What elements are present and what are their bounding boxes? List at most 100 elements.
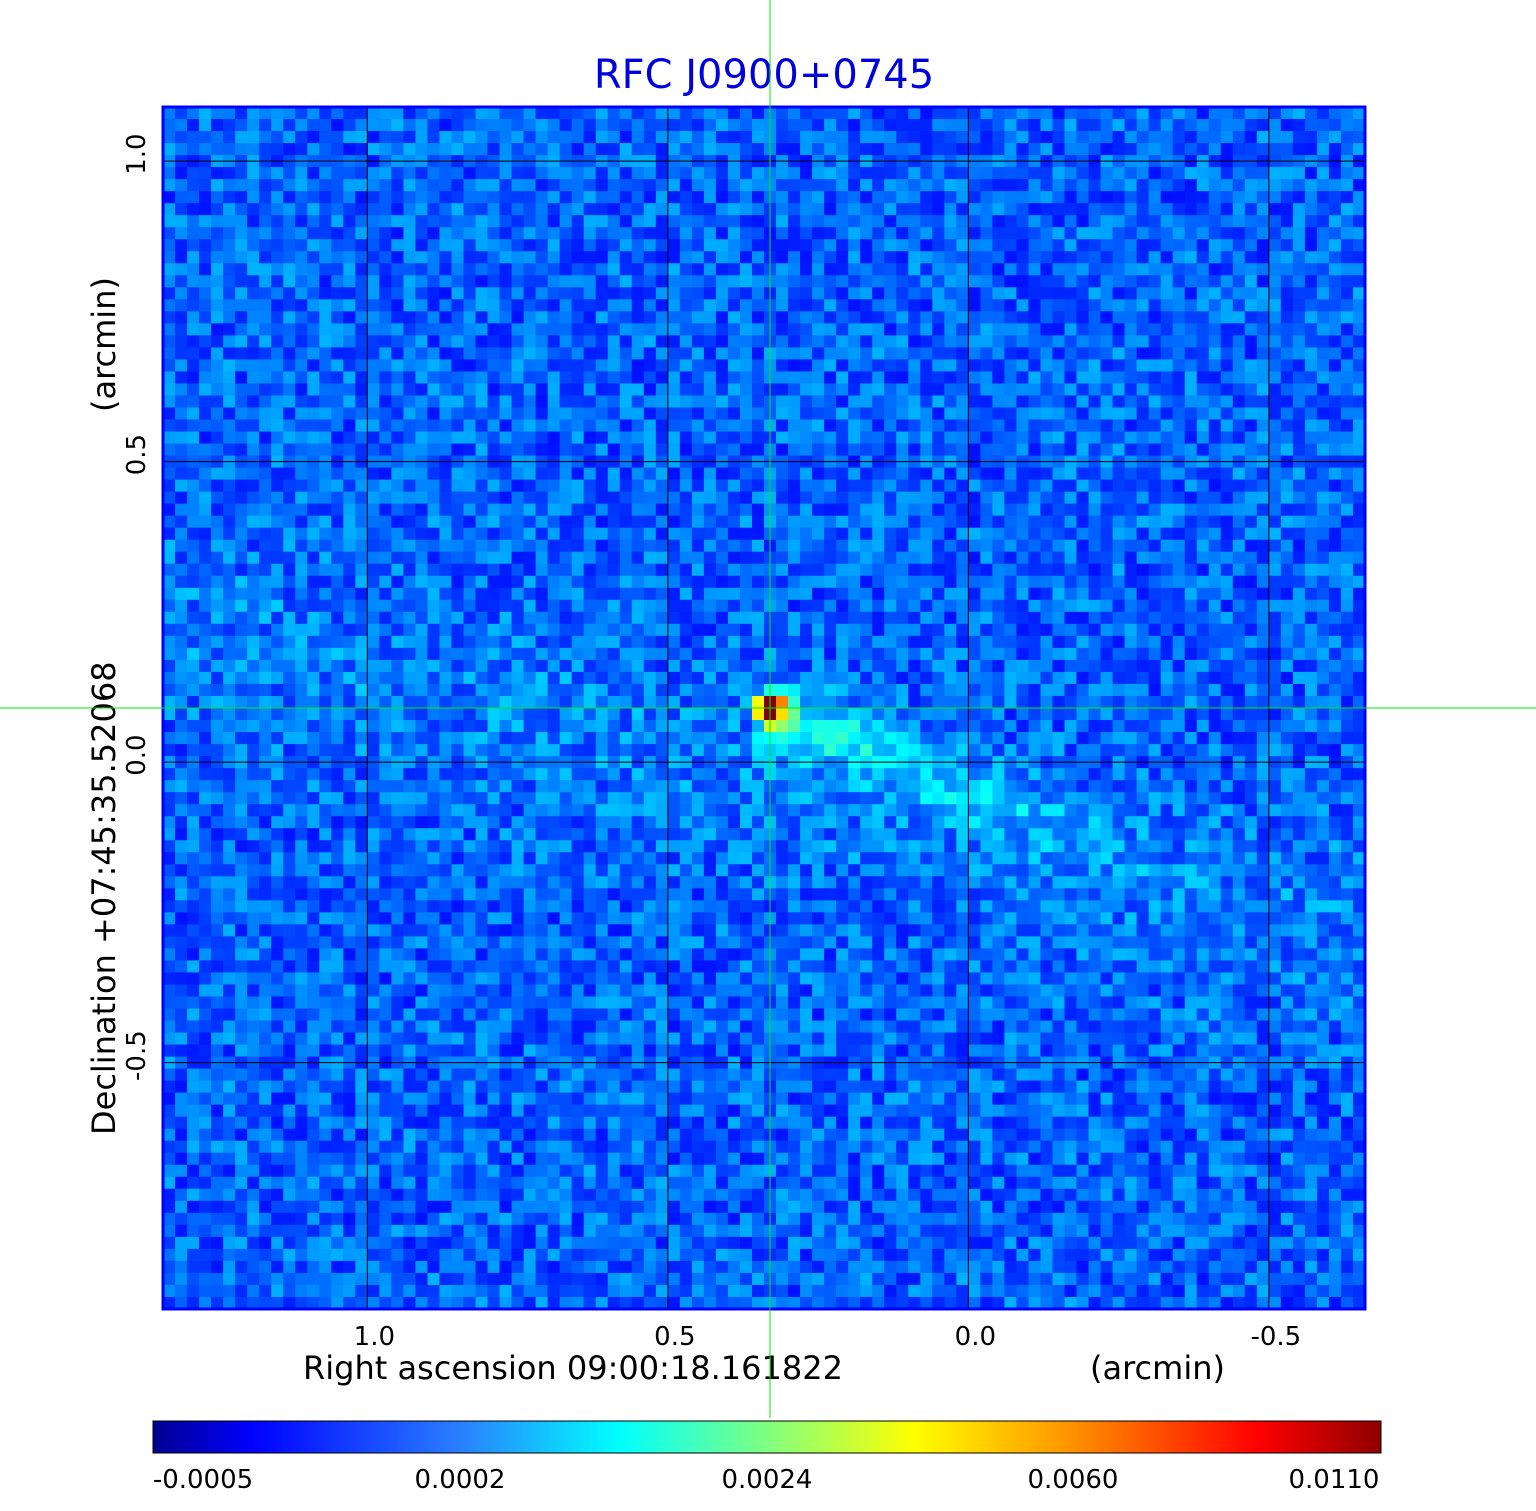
map-pixel: [1304, 263, 1318, 276]
map-pixel: [1280, 167, 1294, 180]
map-pixel: [1244, 671, 1258, 685]
map-pixel: [896, 215, 909, 228]
map-pixel: [860, 671, 873, 685]
map-pixel: [691, 503, 705, 517]
map-pixel: [1100, 251, 1114, 264]
map-pixel: [920, 191, 933, 204]
map-pixel: [776, 539, 789, 553]
map-pixel: [715, 179, 729, 192]
map-pixel: [1136, 611, 1150, 625]
map-pixel: [908, 167, 921, 180]
map-pixel: [1268, 587, 1282, 601]
map-pixel: [235, 311, 248, 324]
map-pixel: [559, 539, 573, 553]
map-pixel: [992, 119, 1005, 132]
map-pixel: [619, 479, 633, 493]
map-pixel: [1352, 503, 1365, 517]
map-pixel: [788, 659, 801, 673]
map-pixel: [1160, 311, 1174, 324]
map-pixel: [1052, 527, 1066, 541]
map-pixel: [655, 227, 669, 240]
map-pixel: [1328, 383, 1342, 397]
map-pixel: [1172, 671, 1186, 685]
map-pixel: [727, 167, 741, 180]
map-pixel: [259, 167, 272, 180]
map-pixel: [379, 167, 392, 180]
map-pixel: [812, 467, 825, 481]
map-pixel: [679, 215, 693, 228]
map-pixel: [703, 335, 717, 348]
map-pixel: [1352, 107, 1365, 120]
map-pixel: [643, 443, 657, 457]
map-pixel: [715, 515, 729, 529]
map-pixel: [980, 611, 993, 625]
map-pixel: [860, 371, 873, 385]
map-pixel: [908, 515, 921, 529]
map-pixel: [655, 299, 669, 312]
map-pixel: [367, 275, 380, 288]
map-pixel: [1280, 671, 1294, 685]
map-pixel: [391, 491, 404, 505]
map-pixel: [439, 479, 453, 493]
map-pixel: [439, 395, 453, 409]
map-pixel: [247, 623, 260, 637]
map-pixel: [788, 623, 801, 637]
map-pixel: [956, 299, 969, 312]
map-pixel: [331, 695, 344, 709]
map-pixel: [860, 467, 873, 481]
map-pixel: [1220, 203, 1234, 216]
map-pixel: [1052, 107, 1066, 120]
map-pixel: [1184, 299, 1198, 312]
map-pixel: [1232, 263, 1246, 276]
map-pixel: [247, 587, 260, 601]
map-pixel: [1040, 539, 1054, 553]
map-pixel: [223, 539, 236, 553]
map-pixel: [1076, 491, 1090, 505]
map-pixel: [475, 431, 489, 445]
map-pixel: [1016, 395, 1030, 409]
map-pixel: [559, 119, 573, 132]
map-pixel: [980, 263, 993, 276]
map-pixel: [475, 287, 489, 300]
map-pixel: [727, 143, 741, 156]
map-pixel: [583, 503, 597, 517]
map-pixel: [860, 191, 873, 204]
map-pixel: [559, 587, 573, 601]
map-pixel: [1196, 419, 1210, 433]
map-pixel: [1232, 179, 1246, 192]
map-pixel: [715, 647, 729, 661]
map-pixel: [751, 431, 765, 445]
map-pixel: [451, 275, 465, 288]
map-pixel: [968, 539, 981, 553]
map-pixel: [523, 491, 537, 505]
map-pixel: [439, 311, 453, 324]
map-pixel: [631, 311, 645, 324]
map-pixel: [1232, 287, 1246, 300]
map-pixel: [691, 395, 705, 409]
map-pixel: [1160, 539, 1174, 553]
map-pixel: [1328, 527, 1342, 541]
map-pixel: [1280, 287, 1294, 300]
map-pixel: [211, 647, 224, 661]
map-pixel: [199, 287, 212, 300]
map-pixel: [1292, 119, 1306, 132]
map-pixel: [175, 179, 188, 192]
map-pixel: [235, 527, 248, 541]
map-pixel: [271, 467, 284, 481]
map-pixel: [343, 251, 356, 264]
map-pixel: [679, 335, 693, 348]
map-pixel: [739, 647, 753, 661]
map-pixel: [968, 107, 981, 120]
map-pixel: [367, 251, 380, 264]
map-pixel: [800, 683, 813, 697]
map-pixel: [1328, 659, 1342, 673]
map-pixel: [619, 515, 633, 529]
map-pixel: [1268, 491, 1282, 505]
map-pixel: [824, 275, 837, 288]
map-pixel: [235, 335, 248, 348]
map-pixel: [824, 143, 837, 156]
map-pixel: [1172, 647, 1186, 661]
map-pixel: [211, 467, 224, 481]
map-pixel: [1112, 623, 1126, 637]
map-pixel: [788, 599, 801, 613]
